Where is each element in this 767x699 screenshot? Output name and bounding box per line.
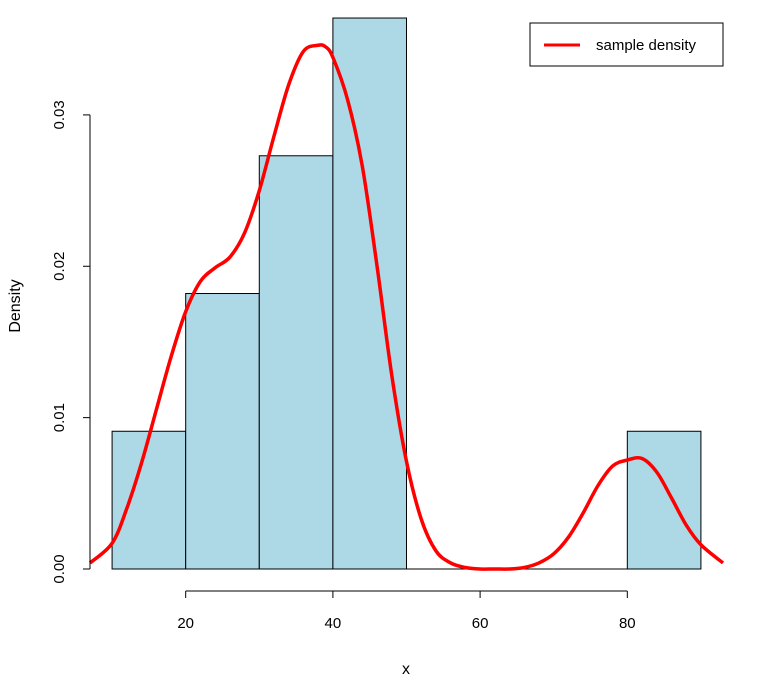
histogram-bar-3 (332, 17, 408, 570)
x-tick-label-2: 60 (472, 615, 489, 632)
y-axis-title: Density (7, 279, 24, 332)
x-tick-label-1: 40 (325, 615, 342, 632)
y-tick-label-3: 0.03 (51, 100, 68, 129)
histogram-bar-2 (258, 155, 334, 570)
histogram-bar-1 (185, 293, 260, 570)
x-axis: 20 40 60 80 (177, 590, 636, 632)
y-tick-label-2: 0.02 (51, 252, 68, 281)
histogram-bars (111, 17, 702, 570)
legend: sample density (529, 22, 724, 67)
y-tick-label-0: 0.00 (51, 554, 68, 583)
x-tick-label-3: 80 (619, 615, 636, 632)
histogram-bar-7 (626, 430, 702, 570)
y-tick-label-1: 0.01 (51, 403, 68, 432)
histogram-bar-0 (111, 430, 187, 570)
x-tick-label-0: 20 (177, 615, 194, 632)
x-axis-title: x (402, 661, 410, 678)
y-axis: 0.00 0.01 0.02 0.03 (51, 100, 91, 584)
density-curve-group (88, 43, 725, 571)
legend-label-sample-density: sample density (596, 37, 697, 54)
density-curve (88, 43, 725, 571)
